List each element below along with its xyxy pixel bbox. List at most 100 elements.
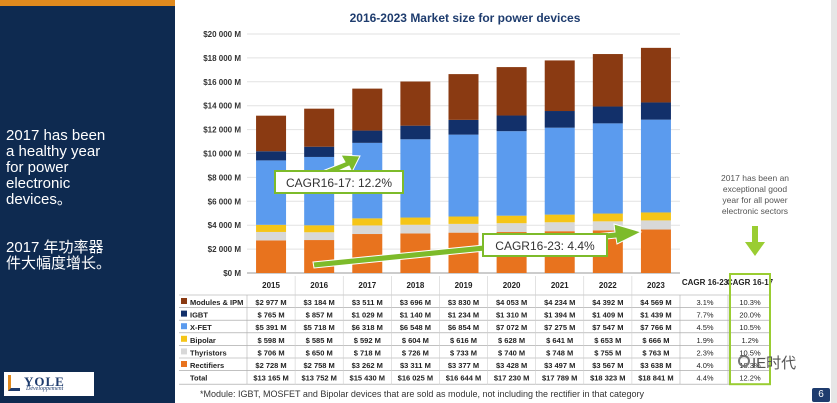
table-cell: $4 053 M xyxy=(496,298,527,307)
left-panel: 2017 has been a healthy year for power e… xyxy=(0,0,175,403)
bar-x-fet xyxy=(496,131,527,216)
table-cell: $7 275 M xyxy=(544,323,575,332)
table-cell: $2 758 M xyxy=(304,361,335,370)
bar-rectifiers xyxy=(304,240,335,273)
cagr-16-23-cell: 4.0% xyxy=(696,361,713,370)
bar-modules-ipm xyxy=(400,81,431,126)
table-cell: $6 854 M xyxy=(448,323,479,332)
x-tick-label: 2016 xyxy=(310,281,328,290)
table-cell: $4 392 M xyxy=(592,298,623,307)
legend-swatch xyxy=(181,323,187,330)
bar-modules-ipm xyxy=(352,88,383,131)
table-cell: $ 755 M xyxy=(594,348,621,357)
yole-logo: YOLE Développement xyxy=(4,372,94,396)
legend-swatch xyxy=(181,335,187,342)
y-tick-label: $8 000 M xyxy=(208,173,242,182)
bar-modules-ipm xyxy=(592,54,623,107)
table-cell: $ 763 M xyxy=(642,348,669,357)
chart-title: 2016-2023 Market size for power devices xyxy=(350,11,581,25)
table-cell: $3 567 M xyxy=(592,361,623,370)
cagr-16-23-cell: 7.7% xyxy=(696,311,713,320)
market-size-chart: 2016-2023 Market size for power devices … xyxy=(179,11,789,386)
yole-logo-name: YOLE xyxy=(24,374,65,389)
bar-bipolar xyxy=(448,216,479,224)
table-cell: $3 262 M xyxy=(352,361,383,370)
left-panel-accent xyxy=(0,0,175,6)
table-cell: $16 644 M xyxy=(446,374,481,383)
bar-x-fet xyxy=(640,119,671,213)
bar-x-fet xyxy=(544,127,575,215)
table-cell: $ 592 M xyxy=(354,336,381,345)
x-tick-label: 2023 xyxy=(647,281,665,290)
bar-thyristors xyxy=(400,224,431,234)
side-note-line: year for all power xyxy=(722,195,787,205)
table-cell: $5 391 M xyxy=(255,323,286,332)
table-cell: $18 323 M xyxy=(590,374,625,383)
table-cell: $1 029 M xyxy=(352,311,383,320)
legend-swatch xyxy=(181,361,187,367)
y-tick-label: $20 000 M xyxy=(203,30,241,39)
table-cell: $ 857 M xyxy=(306,311,333,320)
x-tick-label: 2019 xyxy=(455,281,473,290)
left-text-chinese: 2017 年功率器件大幅度增长。 xyxy=(6,239,112,272)
y-tick-label: $12 000 M xyxy=(203,126,241,135)
legend-entry: Modules & IPM xyxy=(190,298,243,307)
y-tick-label: $2 000 M xyxy=(208,245,242,254)
bar-thyristors xyxy=(592,221,623,231)
cagr-16-17-label-box xyxy=(274,170,404,194)
footnote: *Module: IGBT, MOSFET and Bipolar device… xyxy=(200,389,645,399)
bar-thyristors xyxy=(448,223,479,233)
bar-igbt xyxy=(352,130,383,143)
cagr-16-17-label: CAGR16-17: 12.2% xyxy=(286,176,392,190)
cagr-16-23-arrow-shape xyxy=(312,223,643,269)
table-cell: $16 025 M xyxy=(398,374,433,383)
legend-entry: IGBT xyxy=(190,311,208,320)
legend-entry: Total xyxy=(190,374,207,383)
table-cell: $ 604 M xyxy=(402,336,429,345)
bar-modules-ipm xyxy=(256,115,287,152)
table-cell: $18 841 M xyxy=(638,374,673,383)
bar-bipolar xyxy=(496,215,527,224)
bar-thyristors xyxy=(256,231,287,241)
bar-modules-ipm xyxy=(640,47,671,103)
bar-bipolar xyxy=(256,224,287,232)
bar-thyristors xyxy=(544,222,575,232)
table-cell: $3 830 M xyxy=(448,298,479,307)
bar-igbt xyxy=(640,102,671,120)
cagr-16-17-cell: 10.3% xyxy=(739,298,761,307)
table-cell: $ 765 M xyxy=(258,311,285,320)
table-cell: $3 311 M xyxy=(400,361,431,370)
legend-entry: X-FET xyxy=(190,323,212,332)
bar-igbt xyxy=(592,106,623,124)
bar-igbt xyxy=(304,146,335,157)
x-tick-label: 2022 xyxy=(599,281,617,290)
side-note-arrow-head xyxy=(745,242,765,256)
x-tick-label: 2015 xyxy=(262,281,280,290)
legend-swatch xyxy=(181,310,187,317)
table-cell: $2 728 M xyxy=(255,361,286,370)
y-tick-label: $14 000 M xyxy=(203,102,241,111)
table-cell: $1 310 M xyxy=(496,311,527,320)
table-cell: $7 547 M xyxy=(592,323,623,332)
legend-entry: Rectifiers xyxy=(190,361,224,370)
table-cell: $4 569 M xyxy=(640,298,671,307)
y-tick-label: $16 000 M xyxy=(203,78,241,87)
x-tick-label: 2018 xyxy=(406,281,424,290)
bar-igbt xyxy=(400,125,431,140)
cagr-16-17-cell: 20.0% xyxy=(739,311,761,320)
table-cell: $6 548 M xyxy=(400,323,431,332)
cagr-16-23-cell: 4.4% xyxy=(696,374,713,383)
table-cell: $3 184 M xyxy=(304,298,335,307)
table-cell: $4 234 M xyxy=(544,298,575,307)
y-axis-ticks: $0 M $2 000 M $4 000 M $6 000 M $8 000 M $10 … xyxy=(203,30,241,278)
y-tick-label: $18 000 M xyxy=(203,54,241,63)
table-cell: $ 748 M xyxy=(546,348,573,357)
bar-rectifiers xyxy=(352,234,383,273)
left-text-english: 2017 has been a healthy year for power e… xyxy=(6,127,106,208)
table-cell: $2 977 M xyxy=(255,298,286,307)
x-tick-label: 2021 xyxy=(551,281,569,290)
bar-bipolar xyxy=(304,225,335,233)
cagr-16-23-label: CAGR16-23: 4.4% xyxy=(495,239,595,253)
cagr-16-17-cell: 10.5% xyxy=(739,348,761,357)
